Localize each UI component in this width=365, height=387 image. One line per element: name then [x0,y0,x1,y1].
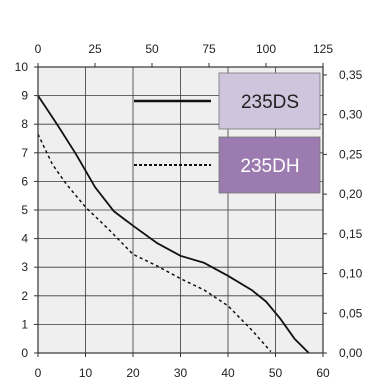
legend-label: 235DH [240,156,299,177]
y-right-tick-label: 0,35 [339,68,363,82]
y-tick-label: 0 [21,346,28,360]
x-top-tick-label: 50 [145,42,159,56]
legend-item-235DS: 235DS [134,72,321,130]
y-tick-label: 10 [15,60,29,74]
y-tick-label: 9 [21,89,28,103]
x-top-tick-label: 25 [88,42,102,56]
y-tick-label: 3 [21,260,28,274]
y-axis-right: 0,00 0,05 0,10 0,15 0,20 0,25 0,30 0,35 [323,68,363,360]
y-tick-label: 8 [21,117,28,131]
y-tick-label: 4 [21,232,28,246]
x-tick-label: 20 [126,366,140,380]
y-right-tick-label: 0,25 [339,147,363,161]
legend-box [218,136,321,194]
legend-label: 235DS [241,92,299,113]
x-top-tick-label: 100 [256,42,276,56]
legend: 235DS 235DH [134,72,321,194]
y-axis-left: 0 1 2 3 4 5 6 7 8 9 10 [15,60,38,360]
y-tick-label: 2 [21,289,28,303]
x-tick-label: 40 [221,366,235,380]
y-tick-label: 5 [21,203,28,217]
y-tick-label: 7 [21,146,28,160]
x-axis-bottom: 0 10 20 30 40 50 60 [35,353,330,380]
y-right-tick-label: 0,00 [339,346,363,360]
legend-box [218,72,321,130]
x-axis-top: 0 25 50 75 100 125 [35,42,333,67]
y-right-tick-label: 0,20 [339,187,363,201]
series-line-235DS [37,95,310,354]
x-top-tick-label: 125 [313,42,333,56]
x-top-tick-label: 75 [202,42,216,56]
series-layer [37,95,310,354]
x-tick-label: 0 [35,366,42,380]
legend-item-235DH: 235DH [134,136,321,194]
x-tick-label: 10 [79,366,93,380]
y-right-tick-label: 0,15 [339,227,363,241]
y-tick-label: 6 [21,174,28,188]
y-right-tick-label: 0,05 [339,306,363,320]
y-right-tick-label: 0,10 [339,267,363,281]
y-tick-label: 1 [21,317,28,331]
x-top-tick-label: 0 [35,42,42,56]
x-tick-label: 30 [174,366,188,380]
x-tick-label: 50 [269,366,283,380]
x-tick-label: 60 [316,366,330,380]
y-right-tick-label: 0,30 [339,108,363,122]
